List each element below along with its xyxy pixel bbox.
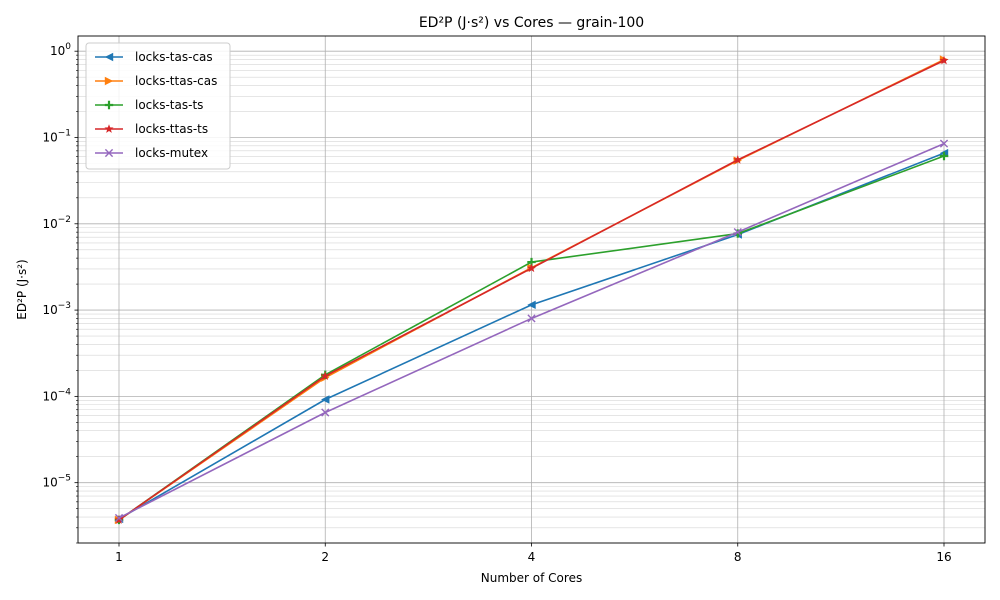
y-tick-label: 100 <box>50 42 71 58</box>
legend-label: locks-tas-ts <box>135 98 203 112</box>
y-tick-label: 10−5 <box>42 474 71 490</box>
data-point-locks-ttas-ts <box>320 371 330 380</box>
data-point-locks-ttas-ts <box>114 515 124 524</box>
data-point-locks-mutex <box>733 228 742 237</box>
x-axis-ticks: 1 2 4 8 16 <box>115 543 952 564</box>
data-point-locks-mutex <box>321 408 330 417</box>
grid <box>78 36 985 544</box>
legend-marker <box>104 124 114 133</box>
x-tick-label: 2 <box>321 550 329 564</box>
data-point-locks-mutex <box>939 139 949 148</box>
y-tick-label: 10−1 <box>42 128 71 144</box>
chart-title: ED²P (J·s²) vs Cores — grain-100 <box>419 15 644 31</box>
series-lines <box>114 55 949 525</box>
legend-label: locks-ttas-cas <box>135 74 217 88</box>
legend: locks-tas-cas locks-ttas-cas locks-tas-ts l… <box>85 42 231 170</box>
data-point-locks-mutex <box>114 513 124 523</box>
x-axis-label: Number of Cores <box>481 571 582 585</box>
data-point-locks-ttas-ts <box>733 155 743 164</box>
data-point-locks-ttas-ts <box>939 55 949 65</box>
x-tick-label: 4 <box>528 550 536 564</box>
legend-box <box>85 42 231 170</box>
data-point-locks-tas-cas <box>527 300 536 310</box>
legend-marker <box>104 148 114 158</box>
data-point-locks-tas-cas <box>321 395 330 404</box>
legend-marker <box>104 100 114 110</box>
legend-label: locks-mutex <box>135 146 208 160</box>
y-tick-label: 10−3 <box>42 301 71 317</box>
legend-label: locks-tas-cas <box>135 50 213 64</box>
y-tick-label: 10−4 <box>42 387 71 403</box>
legend-label: locks-ttas-ts <box>135 122 208 136</box>
legend-marker <box>104 76 114 86</box>
y-tick-label: 10−2 <box>42 215 71 231</box>
data-point-locks-ttas-ts <box>526 263 537 273</box>
x-tick-label: 8 <box>734 550 742 564</box>
legend-marker <box>104 52 114 62</box>
data-point-locks-tas-ts <box>939 151 949 161</box>
x-tick-label: 16 <box>936 550 951 564</box>
y-axis-label: ED²P (J·s²) <box>15 259 29 319</box>
data-point-locks-mutex <box>527 314 536 323</box>
y-axis-ticks: 10−5 10−4 10−3 10−2 10−1 100 <box>42 42 78 544</box>
x-tick-label: 1 <box>115 550 123 564</box>
